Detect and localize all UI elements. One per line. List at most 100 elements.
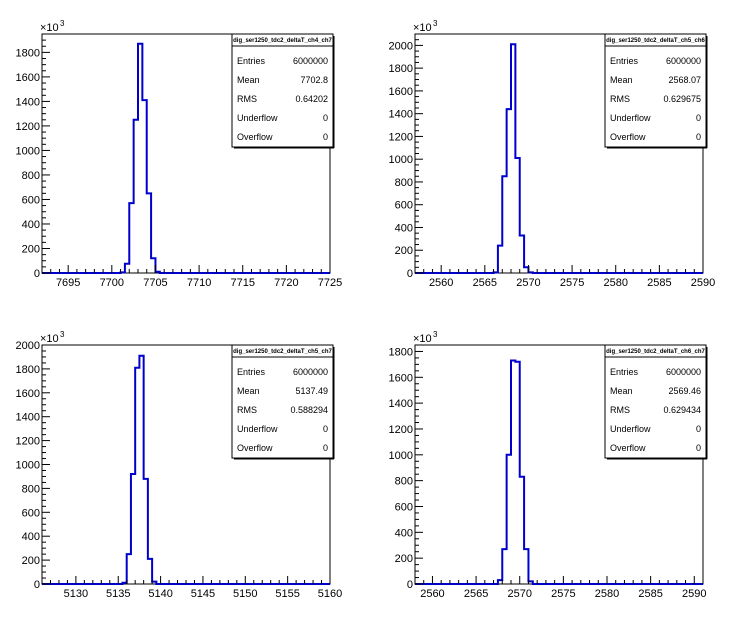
stats-box-title: dig_ser1250_tdc2_deltaT_ch5_ch6 [606,38,705,44]
y-axis-exponent-power: 3 [433,330,438,339]
y-tick-label: 200 [22,555,40,567]
stats-box [231,33,334,148]
stats-box [604,344,707,459]
y-tick-label: 600 [395,200,413,212]
y-tick-label: 1600 [16,388,40,400]
y-tick-label: 600 [22,507,40,519]
stats-value: 6000000 [293,56,328,66]
stats-value: 0.629675 [663,94,701,104]
stats-value: 6000000 [666,367,701,377]
stats-value: 0 [696,424,701,434]
y-tick-label: 1200 [16,436,40,448]
x-tick-label: 5135 [106,588,130,600]
y-tick-label: 1800 [389,346,413,358]
y-axis-exponent-base: ×10 [40,22,59,34]
y-axis-exponent-base: ×10 [413,333,432,345]
x-tick-label: 2575 [551,588,575,600]
stats-label: Mean [610,75,633,85]
x-tick-label: 7720 [274,277,298,289]
y-tick-label: 600 [395,501,413,513]
y-tick-label: 800 [395,177,413,189]
x-tick-label: 7710 [187,277,211,289]
y-tick-label: 1200 [16,121,40,133]
y-tick-label: 400 [395,527,413,539]
stats-value: 7702.8 [300,75,328,85]
x-tick-label: 2565 [464,588,488,600]
stats-box [231,344,334,459]
stats-label: Overflow [237,132,273,142]
y-tick-label: 800 [22,483,40,495]
x-tick-label: 2560 [420,588,444,600]
stats-label: Overflow [610,132,646,142]
y-axis-exponent-base: ×10 [413,22,432,34]
y-tick-label: 200 [22,243,40,255]
y-tick-label: 2000 [16,340,40,352]
y-tick-label: 1000 [16,145,40,157]
x-tick-label: 2565 [473,277,497,289]
x-tick-label: 2590 [682,588,706,600]
y-tick-label: 1400 [16,96,40,108]
x-tick-label: 2580 [595,588,619,600]
stats-label: Mean [237,386,260,396]
x-tick-label: 2560 [429,277,453,289]
x-tick-label: 5140 [148,588,172,600]
y-tick-label: 400 [22,531,40,543]
stats-label: Mean [237,75,260,85]
y-tick-label: 1400 [389,109,413,121]
y-tick-label: 800 [22,170,40,182]
stats-label: Overflow [237,443,273,453]
y-tick-label: 1000 [16,460,40,472]
y-tick-label: 1000 [389,450,413,462]
y-tick-label: 1200 [389,131,413,143]
x-tick-label: 2580 [603,277,627,289]
stats-value: 5137.49 [295,386,328,396]
x-tick-label: 2575 [560,277,584,289]
y-tick-label: 1800 [16,364,40,376]
stats-value: 6000000 [666,56,701,66]
stats-label: RMS [610,405,630,415]
y-axis-exponent-power: 3 [60,19,65,28]
y-tick-label: 1600 [389,372,413,384]
y-tick-label: 2000 [389,40,413,52]
stats-label: Underflow [610,424,651,434]
stats-value: 0 [323,132,328,142]
stats-box-title: dig_ser1250_tdc2_deltaT_ch5_ch7 [233,349,332,355]
y-tick-label: 200 [395,245,413,257]
x-tick-label: 7705 [143,277,167,289]
y-tick-label: 1200 [389,424,413,436]
x-tick-label: 7715 [230,277,254,289]
stats-label: Underflow [237,424,278,434]
x-tick-label: 2570 [507,588,531,600]
stats-value: 0.629434 [663,405,701,415]
y-tick-label: 800 [395,476,413,488]
y-tick-label: 1000 [389,154,413,166]
y-tick-label: 400 [395,222,413,234]
stats-value: 2569.46 [668,386,701,396]
x-tick-label: 5155 [275,588,299,600]
histogram-panel-3: 5130 5135 5140 5145 5150 5155 5160 0 200 400 600 80… [16,330,343,600]
y-tick-label: 0 [407,268,413,280]
y-tick-label: 400 [22,219,40,231]
histogram-line [42,354,330,585]
histogram-panel-4: 2560 2565 2570 2575 2580 2585 2590 0 200 400 600 80… [389,330,708,600]
y-tick-label: 1400 [16,412,40,424]
x-tick-label: 2570 [516,277,540,289]
y-axis-exponent-power: 3 [60,330,65,339]
y-axis-exponent-base: ×10 [40,333,59,345]
y-tick-label: 1800 [16,47,40,59]
stats-value: 0 [696,113,701,123]
stats-label: Entries [237,56,266,66]
stats-value: 0.64202 [295,94,328,104]
x-tick-label: 7725 [318,277,342,289]
y-tick-label: 200 [395,553,413,565]
stats-label: RMS [610,94,630,104]
x-tick-label: 7695 [56,277,80,289]
stats-label: Overflow [610,443,646,453]
stats-box [604,33,707,148]
histogram-panel-1: 7695 7700 7705 7710 7715 7720 7725 0 200 400 600 80… [16,19,343,289]
y-tick-label: 600 [22,194,40,206]
y-axis-exponent-power: 3 [433,19,438,28]
x-tick-label: 2585 [638,588,662,600]
histogram-panel-2: 2560 2565 2570 2575 2580 2585 2590 0 200 400 600 80… [389,19,716,289]
